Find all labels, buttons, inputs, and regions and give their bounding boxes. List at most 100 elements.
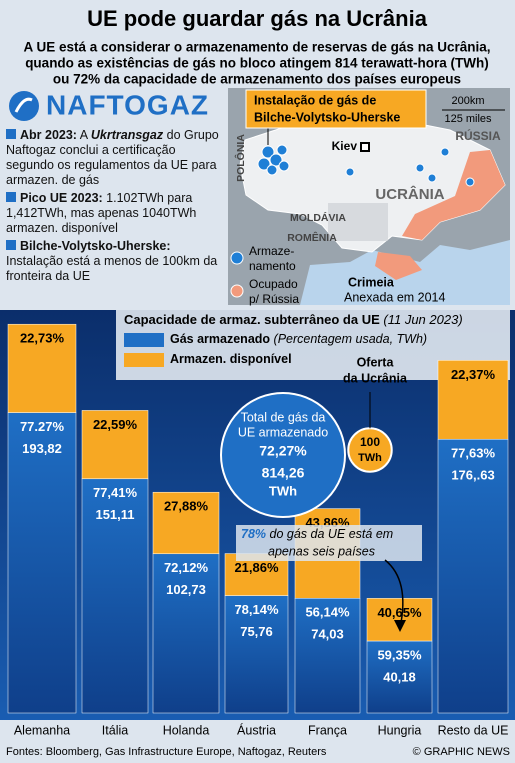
twh-label: 40,18 (383, 669, 416, 684)
bar-segment (224, 595, 289, 714)
logo-icon (9, 91, 39, 121)
subtitle: ou 72% da capacidade de armazenamento do… (53, 72, 461, 87)
total-label: 814,26 (262, 465, 305, 481)
crimea: Crimeia (348, 275, 395, 289)
total-label: UE armazenado (238, 425, 328, 439)
occupied (402, 150, 505, 240)
ukraine-label: da Ucrânia (343, 371, 408, 385)
subtitle: quando as existências de gás no bloco at… (25, 56, 489, 71)
value-label: 22,59% (93, 417, 138, 432)
bullet: Bilche-Volytsko-Uherske: Instalação está… (6, 239, 222, 284)
legend-label: p/ Rússia (249, 292, 299, 306)
scale: 125 miles (444, 113, 492, 125)
total-label: Total de gás da (241, 410, 326, 424)
legend-note: (Percentagem usada, TWh) (274, 332, 428, 346)
ukraine-unit: TWh (358, 452, 382, 464)
value-label: 56,14% (305, 605, 350, 620)
bar-segment (437, 360, 509, 440)
bullet-text: Instalação está a menos de 100km da fron… (6, 254, 218, 283)
x-tick-label: Resto da UE (438, 723, 509, 737)
twh-label: 102,73 (166, 582, 206, 597)
total-circle (220, 392, 346, 518)
arrowhead (394, 620, 406, 632)
logo: NAFTOGAZ (46, 89, 209, 120)
bullet: Abr 2023: A Ukrtransgaz do Grupo Naftoga… (6, 128, 222, 188)
value-label: 21,86% (234, 560, 279, 575)
callout: Bilche-Volytsko-Uherske (254, 110, 400, 124)
bullet-head: Bilche-Volytsko-Uherske: (20, 239, 171, 253)
x-tick-label: Hungria (378, 723, 422, 737)
legend-label: Armazen. disponível (170, 352, 292, 366)
country: ROMÊNIA (287, 231, 337, 244)
annotation-bg (236, 525, 422, 561)
value-label: 27,88% (164, 499, 209, 514)
title: UE pode guardar gás na Ucrânia (87, 6, 428, 31)
moldova-area (328, 203, 388, 241)
bar-segment (152, 553, 220, 714)
bullet-head: Abr 2023: (20, 128, 77, 142)
annotation: 78% do gás da UE está em (241, 527, 393, 541)
x-tick-label: Holanda (163, 723, 210, 737)
value-label: 78,14% (234, 602, 279, 617)
country: MOLDÁVIA (290, 211, 346, 224)
bullet-marker (6, 240, 16, 250)
chart-title: Capacidade de armaz. subterrâneo da UE (124, 312, 380, 327)
credit: © GRAPHIC NEWS (413, 746, 510, 758)
legend-name: Armazen. disponível (170, 352, 292, 366)
total-label: 72,27% (259, 443, 307, 459)
value-label: 77,41% (93, 485, 138, 500)
bullet-marker (6, 192, 16, 202)
x-tick-label: Áustria (237, 722, 276, 737)
legend-label: Ocupado (249, 277, 298, 291)
country: POLÔNIA (234, 134, 247, 182)
logo-icon (14, 97, 33, 113)
value-label: 22,37% (451, 367, 496, 382)
bullet-text: 1.102TWh para 1,412TWh, mas apenas 1040T… (6, 191, 197, 235)
legend-swatch (124, 333, 164, 347)
twh-label: 193,82 (22, 441, 62, 456)
value-label: 22,73% (20, 331, 65, 346)
bar-segment (152, 491, 220, 555)
legend-swatch (124, 353, 164, 367)
arrow (384, 559, 404, 629)
map: Instalação de gás de Bilche-Volytsko-Uhe… (228, 88, 510, 306)
legend-swatch (230, 284, 244, 298)
callout: Instalação de gás de (254, 93, 376, 107)
value-label: 59,35% (377, 647, 422, 662)
annotation-highlight: 78% (241, 527, 266, 541)
country: RÚSSIA (455, 128, 501, 143)
bar-segment (7, 412, 77, 714)
value-label: 77.27% (20, 419, 65, 434)
value-label: 72,12% (164, 560, 209, 575)
total-label: TWh (269, 483, 297, 498)
annotation-text: do gás da UE está em (266, 527, 393, 541)
x-tick-label: França (308, 723, 347, 737)
chart-title-line: Capacidade de armaz. subterrâneo da UE (… (124, 312, 463, 327)
crimea-note: Anexada em 2014 (344, 290, 446, 304)
subtitle: A UE está a considerar o armazenamento d… (24, 40, 491, 55)
legend-label: Gás armazenado (Percentagem usada, TWh) (170, 332, 427, 346)
value-label: 40,65% (377, 605, 422, 620)
axis-strip (0, 720, 515, 742)
crimea-area (375, 252, 422, 280)
annotation: apenas seis países (268, 544, 375, 558)
bullet-marker (6, 129, 16, 139)
scale: 200km (451, 95, 484, 107)
ukraine-label: Oferta (357, 355, 395, 369)
x-tick-label: Alemanha (14, 723, 70, 737)
legend-swatch (230, 251, 244, 265)
x-tick-label: Itália (102, 723, 128, 737)
legend-name: Gás armazenado (170, 332, 270, 346)
twh-label: 75,76 (240, 624, 273, 639)
city-marker (360, 142, 370, 152)
bar-segment (81, 478, 149, 714)
bullet: Pico UE 2023: 1.102TWh para 1,412TWh, ma… (6, 191, 222, 236)
bar-segment (437, 438, 509, 714)
twh-label: 151,11 (95, 507, 134, 522)
legend-label: namento (249, 259, 296, 273)
ukraine-value: 100 (360, 435, 380, 449)
sources: Fontes: Bloomberg, Gas Infrastructure Eu… (6, 746, 327, 758)
bar-segment (366, 598, 433, 642)
